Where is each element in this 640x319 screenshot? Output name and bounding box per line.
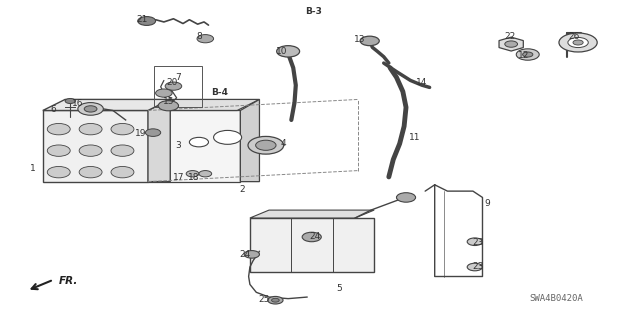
Text: 6: 6 (51, 105, 56, 114)
Text: 13: 13 (354, 35, 365, 44)
Text: B-3: B-3 (305, 7, 322, 16)
Polygon shape (499, 37, 524, 51)
Circle shape (360, 36, 380, 46)
Circle shape (467, 263, 483, 271)
Circle shape (271, 298, 279, 302)
Circle shape (78, 103, 103, 115)
Circle shape (65, 99, 76, 104)
Text: 24: 24 (239, 250, 250, 259)
Text: 14: 14 (416, 78, 428, 87)
Circle shape (186, 171, 199, 177)
Text: 15: 15 (163, 97, 174, 107)
Text: 17: 17 (173, 173, 184, 182)
Text: 16: 16 (72, 99, 84, 108)
Circle shape (189, 137, 209, 147)
Text: 21: 21 (136, 15, 147, 24)
Text: 18: 18 (188, 173, 200, 182)
Circle shape (516, 49, 540, 60)
Bar (148, 110, 241, 182)
Circle shape (573, 40, 583, 45)
Circle shape (79, 167, 102, 178)
Circle shape (568, 37, 588, 48)
Text: 9: 9 (484, 199, 490, 208)
Text: 1: 1 (30, 165, 36, 174)
Circle shape (111, 123, 134, 135)
Text: 26: 26 (568, 32, 579, 41)
Text: 11: 11 (408, 133, 420, 142)
Circle shape (156, 89, 172, 97)
Bar (250, 218, 374, 272)
Circle shape (165, 82, 182, 90)
Circle shape (197, 34, 214, 43)
Text: 22: 22 (504, 32, 515, 41)
Circle shape (84, 106, 97, 112)
Polygon shape (250, 210, 374, 218)
Polygon shape (148, 100, 170, 182)
Circle shape (255, 140, 276, 150)
Polygon shape (148, 100, 259, 110)
Text: 8: 8 (196, 32, 202, 41)
Polygon shape (241, 100, 259, 182)
Text: 7: 7 (175, 73, 181, 82)
Circle shape (199, 171, 212, 177)
Text: FR.: FR. (59, 276, 78, 286)
Circle shape (523, 52, 533, 57)
Circle shape (111, 145, 134, 156)
Text: SWA4B0420A: SWA4B0420A (529, 294, 582, 303)
Circle shape (47, 167, 70, 178)
Circle shape (79, 123, 102, 135)
Text: 23: 23 (472, 238, 484, 247)
Circle shape (111, 167, 134, 178)
Circle shape (158, 101, 179, 111)
Text: 2: 2 (239, 185, 245, 194)
Circle shape (47, 123, 70, 135)
Circle shape (214, 130, 242, 144)
Text: 10: 10 (276, 47, 287, 56)
Text: 20: 20 (166, 78, 178, 87)
Circle shape (559, 33, 597, 52)
Bar (154, 66, 202, 107)
Circle shape (268, 296, 283, 304)
Bar (43, 110, 148, 182)
Text: 4: 4 (281, 139, 287, 148)
Text: B-4: B-4 (211, 88, 228, 97)
Text: 12: 12 (518, 51, 529, 60)
Circle shape (302, 232, 321, 242)
Circle shape (145, 129, 161, 137)
Circle shape (276, 46, 300, 57)
Text: 23: 23 (472, 262, 484, 271)
Circle shape (505, 41, 518, 47)
Text: 5: 5 (336, 284, 342, 293)
Circle shape (248, 137, 284, 154)
Text: 24: 24 (309, 232, 321, 241)
Text: 19: 19 (134, 129, 146, 138)
Circle shape (396, 193, 415, 202)
Circle shape (47, 145, 70, 156)
Circle shape (244, 250, 259, 258)
Polygon shape (43, 100, 170, 110)
Circle shape (467, 238, 483, 246)
Circle shape (138, 17, 156, 26)
Circle shape (79, 145, 102, 156)
Text: 25: 25 (258, 295, 269, 304)
Text: 3: 3 (175, 141, 181, 150)
